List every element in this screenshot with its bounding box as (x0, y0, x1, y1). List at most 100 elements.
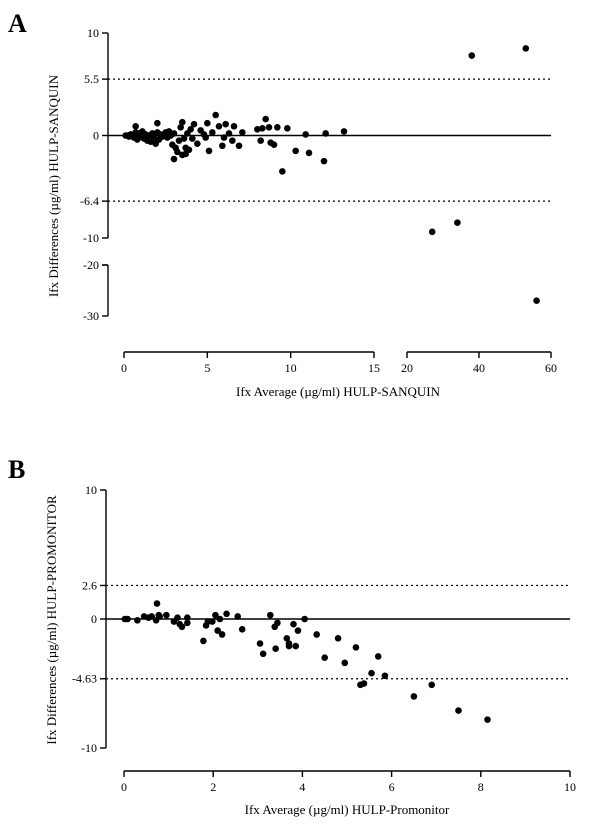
y-tick-label: -30 (83, 309, 99, 323)
data-point (428, 681, 436, 689)
x-tick-label: 8 (478, 780, 484, 794)
x-axis-title: Ifx Average (µg/ml) HULP-Promonitor (245, 802, 450, 817)
data-point (212, 111, 219, 119)
data-point (223, 610, 230, 618)
data-point (190, 120, 198, 128)
data-point (175, 137, 183, 144)
x-tick-label: 10 (285, 361, 297, 375)
data-point (204, 119, 211, 127)
data-point (209, 618, 216, 625)
data-point (212, 611, 219, 619)
data-point (368, 669, 375, 677)
data-point (234, 613, 242, 620)
y-tick-label: 2.6 (82, 578, 97, 592)
x-tick-label: 40 (473, 361, 485, 375)
data-point (194, 140, 201, 147)
data-point (215, 122, 223, 130)
data-point (533, 297, 540, 305)
data-point (301, 615, 308, 623)
data-point (334, 635, 342, 642)
data-point (290, 620, 297, 628)
y-tick-label: -10 (81, 741, 97, 755)
data-point (256, 640, 264, 647)
y-axis-title: Ifx Differences (µg/ml) HULP-SANQUIN (46, 74, 61, 297)
data-point (178, 623, 186, 631)
data-point (313, 631, 320, 638)
data-point (214, 627, 221, 634)
data-point (262, 115, 269, 123)
panel-b: B 10 2.6 0 -4.63 -10 0 2 4 6 8 10 Ifx Average (µg/m… (8, 455, 576, 817)
data-point (170, 130, 178, 137)
data-point (238, 626, 246, 633)
data-point (124, 615, 131, 623)
data-point (216, 615, 224, 623)
data-point (270, 141, 278, 149)
data-point (229, 137, 236, 144)
data-point (174, 148, 181, 156)
data-point (134, 616, 141, 624)
data-point (200, 637, 207, 645)
data-point (222, 120, 229, 128)
data-point (219, 142, 226, 150)
x-tick-label: 2 (210, 780, 216, 794)
data-point (522, 45, 530, 52)
x-tick-label: 60 (545, 361, 557, 375)
data-point (341, 659, 349, 667)
data-point (230, 122, 238, 130)
data-point (209, 129, 216, 136)
x-tick-label: 5 (204, 361, 210, 375)
data-point (254, 126, 261, 133)
data-point (283, 635, 291, 642)
y-axis-title: Ifx Differences (µg/ml) HULP-PROMONITOR (44, 495, 59, 745)
data-point (259, 125, 266, 132)
data-point (257, 137, 264, 144)
data-point (187, 126, 194, 133)
x-tick-label: 4 (299, 780, 305, 794)
data-point (274, 124, 281, 131)
data-point (184, 614, 191, 622)
data-point (180, 135, 188, 142)
data-point (177, 124, 184, 131)
data-point (321, 654, 329, 661)
data-point (235, 142, 243, 150)
data-point (374, 653, 382, 660)
data-point (274, 619, 281, 627)
data-point (202, 134, 209, 141)
data-point (322, 130, 329, 137)
x-axis-title: Ifx Average (µg/ml) HULP-SANQUIN (236, 384, 441, 399)
data-point (279, 168, 286, 175)
data-point (294, 627, 302, 634)
data-point (410, 693, 418, 700)
x-tick-label: 0 (121, 780, 127, 794)
data-point (292, 147, 299, 155)
y-tick-label: 10 (87, 26, 99, 40)
data-point (272, 645, 279, 652)
y-tick-label: -6.4 (80, 194, 99, 208)
data-point (153, 600, 161, 607)
data-point (381, 672, 389, 680)
data-point (225, 130, 233, 137)
data-point (179, 118, 186, 126)
data-point (170, 155, 178, 163)
data-point (302, 131, 309, 138)
data-point (265, 124, 273, 131)
data-point (340, 128, 348, 135)
y-tick-label: -10 (83, 231, 99, 245)
data-point (266, 611, 274, 619)
data-point (150, 134, 158, 141)
data-point (156, 613, 163, 620)
data-point (174, 614, 181, 622)
x-tick-label: 0 (121, 361, 127, 375)
data-point (468, 52, 476, 59)
data-point (189, 135, 196, 142)
data-point (284, 125, 291, 132)
x-tick-label: 6 (389, 780, 395, 794)
data-point (454, 219, 461, 226)
y-tick-label: 0 (91, 612, 97, 626)
data-point (132, 122, 139, 130)
y-tick-label: 0 (93, 129, 99, 143)
data-point (220, 134, 228, 141)
data-point (285, 640, 293, 647)
data-point (239, 129, 246, 136)
